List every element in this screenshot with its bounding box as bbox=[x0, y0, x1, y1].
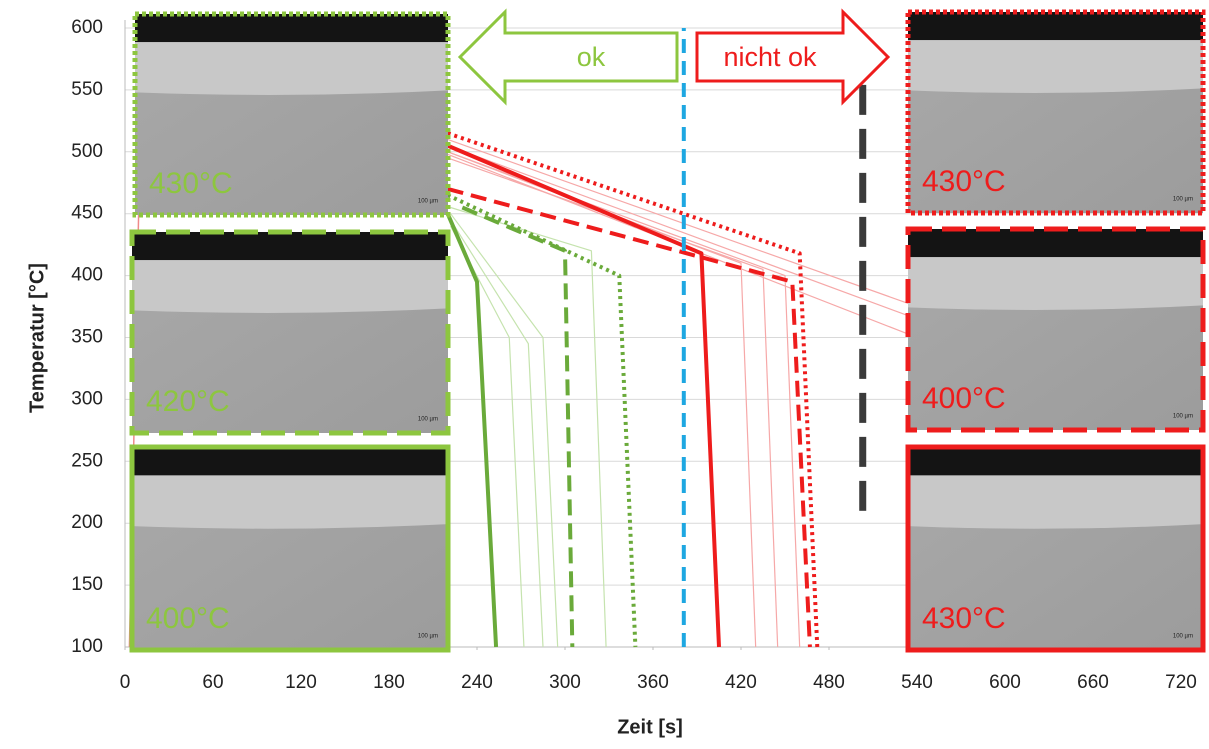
y-tick-label: 300 bbox=[71, 388, 103, 409]
series-line bbox=[461, 205, 575, 648]
y-tick-label: 600 bbox=[71, 17, 103, 38]
panel-border bbox=[129, 444, 451, 653]
micrograph-layer bbox=[132, 260, 448, 313]
micrograph-oxide bbox=[135, 14, 448, 43]
series-line bbox=[446, 193, 638, 648]
panel-border bbox=[129, 229, 451, 436]
y-tick-label: 200 bbox=[71, 512, 103, 533]
scale-bar-label: 100 µm bbox=[1173, 414, 1193, 420]
panel-label: 430°C bbox=[922, 165, 1006, 198]
scale-bar-label: 100 µm bbox=[1173, 197, 1193, 203]
arrow bbox=[695, 8, 891, 106]
x-tick-label: 120 bbox=[285, 672, 317, 693]
micrograph-layer bbox=[908, 40, 1203, 93]
y-tick-label: 150 bbox=[71, 574, 103, 595]
micrograph-oxide bbox=[132, 232, 448, 261]
arrow-label: ok bbox=[577, 42, 606, 72]
panel-label: 420°C bbox=[146, 385, 230, 418]
series-line bbox=[445, 212, 499, 648]
y-tick-label: 100 bbox=[71, 636, 103, 657]
micrograph-oxide bbox=[908, 447, 1203, 476]
x-tick-label: 420 bbox=[725, 672, 757, 693]
panel-border bbox=[905, 9, 1206, 216]
x-tick-label: 480 bbox=[813, 672, 845, 693]
x-tick-label: 180 bbox=[373, 672, 405, 693]
y-tick-label: 250 bbox=[71, 450, 103, 471]
series-line bbox=[450, 213, 559, 648]
micrograph-layer bbox=[135, 42, 448, 95]
panel-label: 400°C bbox=[146, 602, 230, 635]
x-tick-label: 660 bbox=[1077, 672, 1109, 693]
x-tick-label: 240 bbox=[461, 672, 493, 693]
y-axis-label: Temperatur [°C] bbox=[26, 263, 48, 413]
x-tick-label: 300 bbox=[549, 672, 581, 693]
x-tick-label: 60 bbox=[202, 672, 223, 693]
micrograph-layer bbox=[908, 257, 1203, 310]
y-tick-label: 350 bbox=[71, 327, 103, 348]
x-tick-label: 600 bbox=[989, 672, 1021, 693]
series-line bbox=[447, 145, 918, 320]
y-tick-label: 450 bbox=[71, 203, 103, 224]
scale-bar-label: 100 µm bbox=[418, 634, 438, 640]
y-tick-label: 550 bbox=[71, 79, 103, 100]
x-tick-label: 720 bbox=[1165, 672, 1197, 693]
arrow-label: nicht ok bbox=[723, 42, 817, 72]
arrow bbox=[457, 8, 679, 106]
series-line bbox=[447, 187, 812, 648]
x-tick-label: 0 bbox=[120, 672, 131, 693]
panel-border bbox=[905, 444, 1206, 653]
panel-border bbox=[905, 226, 1206, 433]
panel-label: 430°C bbox=[922, 602, 1006, 635]
micrograph-layer bbox=[132, 475, 448, 529]
series-line bbox=[450, 219, 544, 648]
micrograph-oxide bbox=[908, 12, 1203, 41]
scale-bar-label: 100 µm bbox=[1173, 634, 1193, 640]
scale-bar-label: 100 µm bbox=[418, 199, 438, 205]
y-tick-label: 500 bbox=[71, 141, 103, 162]
panel-border bbox=[132, 11, 451, 218]
panel-label: 400°C bbox=[922, 382, 1006, 415]
scale-bar-label: 100 µm bbox=[418, 417, 438, 423]
x-tick-label: 360 bbox=[637, 672, 669, 693]
x-tick-label: 540 bbox=[901, 672, 933, 693]
micrograph-oxide bbox=[908, 229, 1203, 258]
series-line bbox=[450, 225, 525, 648]
micrograph-layer bbox=[908, 475, 1203, 529]
y-tick-label: 400 bbox=[71, 265, 103, 286]
panel-label: 430°C bbox=[149, 167, 233, 200]
micrograph-oxide bbox=[132, 447, 448, 476]
x-axis-label: Zeit [s] bbox=[617, 716, 683, 738]
series-line bbox=[446, 143, 721, 648]
series-line bbox=[447, 131, 820, 648]
